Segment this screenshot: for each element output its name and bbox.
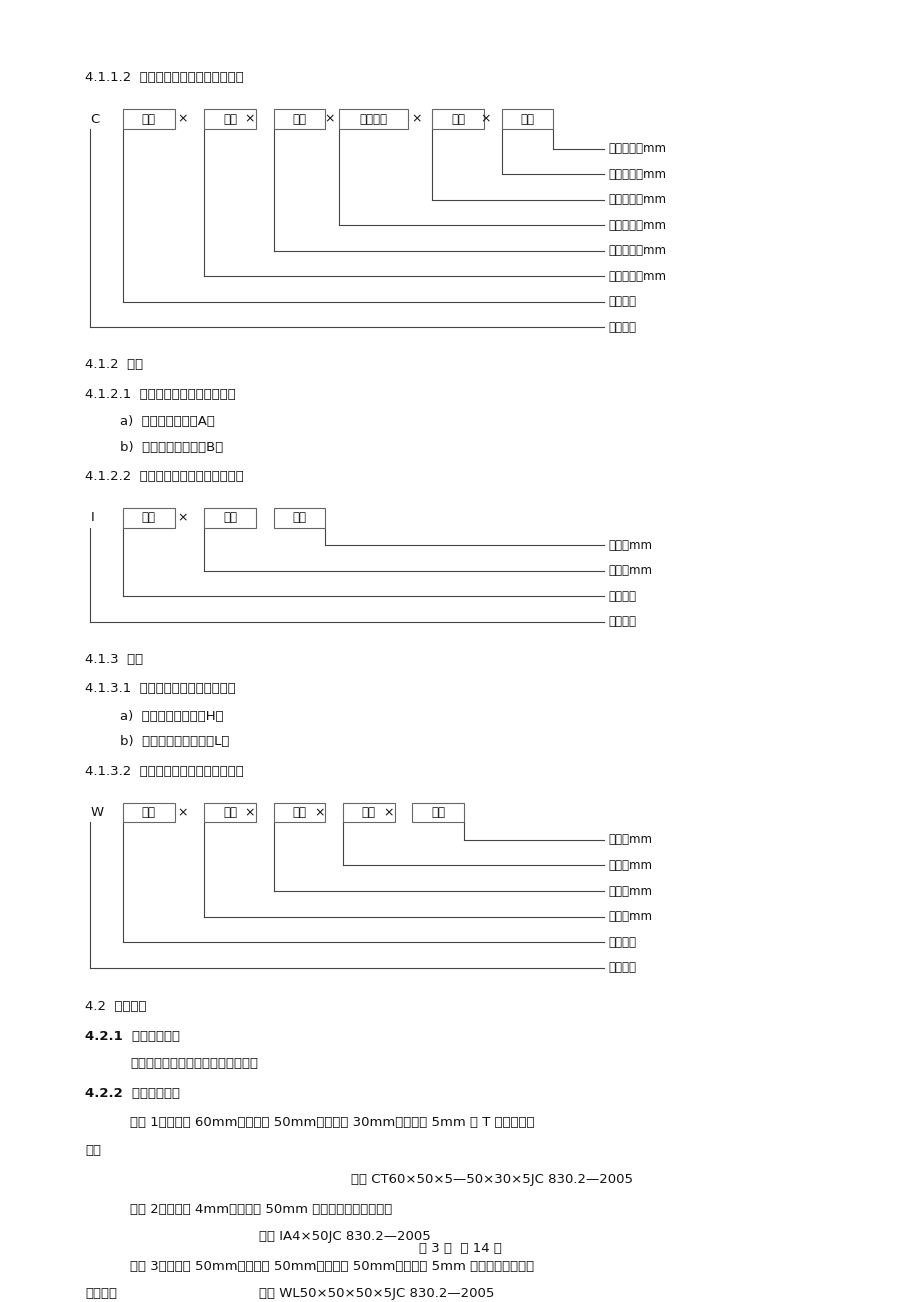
Text: 类型代号: 类型代号: [608, 590, 636, 603]
Text: 4.1.2.2  产品代号表示方法规定如下：: 4.1.2.2 产品代号表示方法规定如下：: [85, 470, 244, 483]
Text: 4.1.2.1  按使用要求分为二种类型：: 4.1.2.1 按使用要求分为二种类型：: [85, 388, 236, 401]
Text: 字母: 字母: [142, 112, 155, 125]
Bar: [274, 802, 325, 823]
Bar: [204, 802, 255, 823]
Text: 插板代号: 插板代号: [608, 320, 636, 333]
Text: 数字: 数字: [223, 512, 237, 525]
Text: 数字: 数字: [361, 806, 376, 819]
Text: 类型代号: 类型代号: [608, 296, 636, 309]
Bar: [123, 109, 175, 129]
Text: 数字: 数字: [223, 112, 237, 125]
Text: 宽度，mm: 宽度，mm: [608, 884, 652, 897]
Text: C: C: [90, 112, 99, 125]
Text: 为：: 为：: [85, 1143, 101, 1156]
Text: 竖板厚度，mm: 竖板厚度，mm: [608, 142, 666, 155]
Text: 横板长度，mm: 横板长度，mm: [608, 270, 666, 283]
Text: 数字: 数字: [292, 112, 306, 125]
Text: a)  带插件型（代号为H）: a) 带插件型（代号为H）: [120, 710, 223, 723]
Text: ×: ×: [177, 806, 187, 819]
Text: 数字: 数字: [292, 512, 306, 525]
Bar: [412, 802, 463, 823]
Text: 高度，mm: 高度，mm: [608, 859, 652, 872]
Text: ×: ×: [383, 806, 393, 819]
Text: 4.1.3.2  产品代号表示方法规定如下：: 4.1.3.2 产品代号表示方法规定如下：: [85, 764, 244, 777]
Text: b)  不带插件型（代号为L）: b) 不带插件型（代号为L）: [120, 736, 229, 749]
Text: ×: ×: [177, 112, 187, 125]
Text: 类型代号: 类型代号: [608, 936, 636, 949]
Text: 数字: 数字: [520, 112, 534, 125]
Bar: [432, 109, 483, 129]
Text: 背栓代号: 背栓代号: [608, 616, 636, 629]
Text: 4.2  产品标记: 4.2 产品标记: [85, 1000, 147, 1013]
Text: 竖板高度，mm: 竖板高度，mm: [608, 168, 666, 181]
Text: 4.2.1  产品标记顺序: 4.2.1 产品标记顺序: [85, 1030, 180, 1043]
Bar: [343, 802, 394, 823]
Text: W: W: [90, 806, 104, 819]
Text: 数字: 数字: [292, 806, 306, 819]
Text: 竖板宽度，mm: 竖板宽度，mm: [608, 193, 666, 206]
Bar: [123, 508, 175, 527]
Bar: [204, 508, 255, 527]
Text: ×: ×: [323, 112, 335, 125]
Text: 示例 2：直径为 4mm，长度为 50mm 的标准型背栓标记为：: 示例 2：直径为 4mm，长度为 50mm 的标准型背栓标记为：: [130, 1203, 391, 1216]
Text: 示例 1：长度为 60mm，宽度为 50mm，高度为 30mm，厚度为 5mm 的 T 型插板标记: 示例 1：长度为 60mm，宽度为 50mm，高度为 30mm，厚度为 5mm …: [130, 1116, 534, 1129]
Bar: [123, 802, 175, 823]
Text: 直径，mm: 直径，mm: [608, 564, 652, 577]
Text: 4.2.2  产品标记示例: 4.2.2 产品标记示例: [85, 1087, 180, 1100]
Text: 数字: 数字: [450, 112, 464, 125]
Text: 标记为：: 标记为：: [85, 1288, 118, 1301]
Text: 数字: 数字: [223, 806, 237, 819]
Text: 横板宽度，mm: 横板宽度，mm: [608, 245, 666, 258]
Text: 字母: 字母: [142, 512, 155, 525]
Bar: [274, 508, 325, 527]
Bar: [204, 109, 255, 129]
Text: 按名称、代号、标准号的顺序标记。: 按名称、代号、标准号的顺序标记。: [130, 1057, 257, 1070]
Text: 示例 3：长度为 50mm，宽度为 50mm，高度为 50mm，厚度为 5mm 的不带插件型弯板: 示例 3：长度为 50mm，宽度为 50mm，高度为 50mm，厚度为 5mm …: [130, 1259, 534, 1272]
Text: 字母: 字母: [142, 806, 155, 819]
Bar: [274, 109, 325, 129]
Text: ×: ×: [411, 112, 421, 125]
Text: 长度，mm: 长度，mm: [608, 910, 652, 923]
Text: a)  标准型（代号为A）: a) 标准型（代号为A）: [120, 415, 215, 428]
Text: 4.1.1.2  产品代号表示方法规定如下：: 4.1.1.2 产品代号表示方法规定如下：: [85, 72, 244, 85]
Text: ×: ×: [244, 112, 255, 125]
Text: 厚度，mm: 厚度，mm: [608, 833, 652, 846]
Text: 4.1.2  背栓: 4.1.2 背栓: [85, 358, 143, 371]
Text: b)  非标准型（代号为B）: b) 非标准型（代号为B）: [120, 440, 223, 453]
Text: ×: ×: [177, 512, 187, 525]
Text: 第 3 页  共 14 页: 第 3 页 共 14 页: [418, 1242, 501, 1255]
Text: 弯板代号: 弯板代号: [608, 961, 636, 974]
Text: 数字: 数字: [431, 806, 445, 819]
Text: 背栓 IA4×50JC 830.2—2005: 背栓 IA4×50JC 830.2—2005: [259, 1230, 431, 1243]
Text: ×: ×: [313, 806, 324, 819]
Text: 4.1.3.1  按使用要求分为二种类型：: 4.1.3.1 按使用要求分为二种类型：: [85, 682, 236, 695]
Text: 长度，mm: 长度，mm: [608, 539, 652, 552]
Text: ×: ×: [244, 806, 255, 819]
Bar: [339, 109, 408, 129]
Text: 插板 CT60×50×5—50×30×5JC 830.2—2005: 插板 CT60×50×5—50×30×5JC 830.2—2005: [350, 1173, 632, 1186]
Bar: [501, 109, 552, 129]
Text: 弯板 WL50×50×50×5JC 830.2—2005: 弯板 WL50×50×50×5JC 830.2—2005: [259, 1288, 494, 1301]
Text: 4.1.3  弯板: 4.1.3 弯板: [85, 652, 143, 665]
Text: 数字数字: 数字数字: [359, 112, 388, 125]
Text: ×: ×: [480, 112, 491, 125]
Text: 横板厚度，mm: 横板厚度，mm: [608, 219, 666, 232]
Text: I: I: [90, 512, 94, 525]
